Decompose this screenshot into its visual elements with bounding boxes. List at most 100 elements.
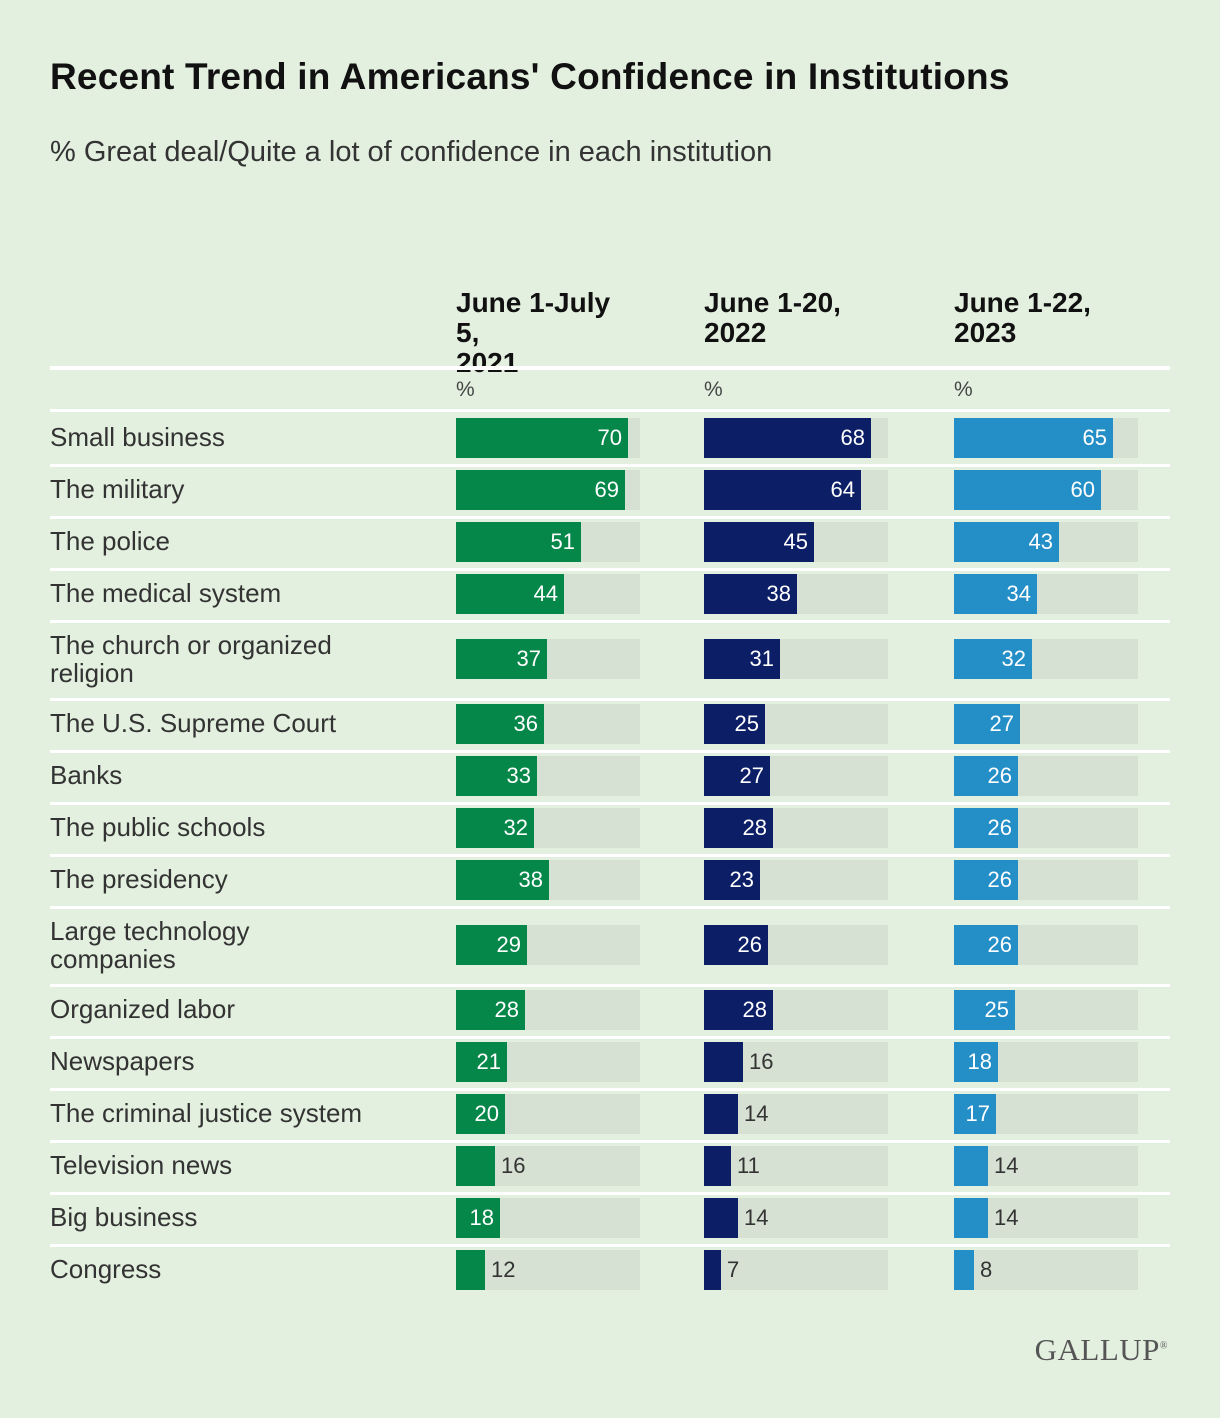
data-label: 69 <box>594 477 619 502</box>
bar <box>704 1198 738 1238</box>
bar-track: 18 <box>456 1198 640 1238</box>
bar <box>954 574 1037 614</box>
row-label: The church or organized religion <box>50 630 332 688</box>
data-label: 29 <box>496 932 521 957</box>
data-label: 28 <box>742 997 767 1022</box>
bar <box>954 522 1059 562</box>
bar <box>456 1094 505 1134</box>
row-label: The criminal justice system <box>50 1098 363 1128</box>
bar-track: 14 <box>954 1198 1138 1238</box>
data-label: 14 <box>994 1153 1019 1178</box>
bar-track: 12 <box>456 1250 640 1290</box>
registered-mark: ® <box>1159 1340 1168 1352</box>
bar-track: 14 <box>954 1146 1138 1186</box>
data-label: 21 <box>476 1049 501 1074</box>
row-divider <box>50 906 1170 909</box>
row-label: Big business <box>50 1202 198 1232</box>
bar <box>954 990 1015 1030</box>
data-label: 26 <box>987 867 1012 892</box>
data-label: 32 <box>1001 646 1026 671</box>
row-divider <box>50 750 1170 753</box>
data-label: 7 <box>727 1257 740 1282</box>
column-header: June 1-20, 2022 <box>704 287 841 348</box>
bar-track: 38 <box>704 574 888 614</box>
bar <box>704 1042 743 1082</box>
row-divider <box>50 854 1170 857</box>
row-label: Organized labor <box>50 994 235 1024</box>
data-label: 12 <box>491 1257 516 1282</box>
data-label: 14 <box>744 1205 769 1230</box>
row-label: Small business <box>50 422 225 452</box>
unit-label: % <box>954 378 973 401</box>
data-label: 64 <box>830 477 855 502</box>
bar-track: 23 <box>704 860 888 900</box>
data-label: 26 <box>987 815 1012 840</box>
bar-track: 28 <box>456 990 640 1030</box>
data-label: 26 <box>987 932 1012 957</box>
bar <box>954 704 1020 744</box>
bar <box>704 860 760 900</box>
row-divider <box>50 1140 1170 1143</box>
unit-label: % <box>456 378 475 401</box>
row-divider <box>50 698 1170 701</box>
data-label: 45 <box>783 529 808 554</box>
row-label: The U.S. Supreme Court <box>50 708 337 738</box>
data-label: 17 <box>965 1101 990 1126</box>
bar-track: 26 <box>704 925 888 965</box>
bar-track: 25 <box>954 990 1138 1030</box>
column-header: June 1-July 5, 2021 <box>456 287 611 378</box>
data-label: 60 <box>1070 477 1095 502</box>
chart-title: Recent Trend in Americans' Confidence in… <box>50 56 1010 97</box>
data-label: 26 <box>987 763 1012 788</box>
bar <box>456 418 628 458</box>
row-label: The medical system <box>50 578 282 608</box>
row-divider <box>50 464 1170 467</box>
bar <box>704 1146 731 1186</box>
row-divider <box>50 568 1170 571</box>
bar-track: 20 <box>456 1094 640 1134</box>
row-divider <box>50 620 1170 623</box>
bar-track: 16 <box>704 1042 888 1082</box>
bar-track: 32 <box>456 808 640 848</box>
bar-track: 26 <box>954 756 1138 796</box>
bar-track: 26 <box>954 925 1138 965</box>
bar <box>456 639 547 679</box>
bar-track: 33 <box>456 756 640 796</box>
bar-track: 14 <box>704 1198 888 1238</box>
bar <box>704 639 780 679</box>
bar <box>704 1094 738 1134</box>
data-label: 25 <box>984 997 1009 1022</box>
row-label: Large technology companies <box>50 916 250 974</box>
data-label: 44 <box>533 581 558 606</box>
bar-track: 43 <box>954 522 1138 562</box>
row-divider <box>50 1244 1170 1247</box>
data-label: 26 <box>737 932 762 957</box>
bar <box>456 574 564 614</box>
data-label: 43 <box>1028 529 1053 554</box>
bar <box>456 1042 507 1082</box>
bar <box>954 1042 998 1082</box>
data-label: 38 <box>766 581 791 606</box>
row-divider <box>50 984 1170 987</box>
data-label: 23 <box>729 867 754 892</box>
data-label: 51 <box>550 529 575 554</box>
bar-track: 36 <box>456 704 640 744</box>
bar-track: 32 <box>954 639 1138 679</box>
bar-track: 38 <box>456 860 640 900</box>
data-label: 28 <box>742 815 767 840</box>
bar <box>954 418 1113 458</box>
bar-track: 27 <box>954 704 1138 744</box>
bar-track: 18 <box>954 1042 1138 1082</box>
bar <box>954 860 1018 900</box>
bar <box>954 925 1018 965</box>
bar <box>704 574 797 614</box>
bar-track: 16 <box>456 1146 640 1186</box>
bar-track: 44 <box>456 574 640 614</box>
bar <box>456 704 544 744</box>
bar-track: 27 <box>704 756 888 796</box>
row-label: The military <box>50 474 185 504</box>
data-label: 31 <box>749 646 774 671</box>
divider <box>50 366 1170 370</box>
gallup-logo: GALLUP® <box>1035 1332 1168 1368</box>
row-label: Congress <box>50 1254 162 1284</box>
